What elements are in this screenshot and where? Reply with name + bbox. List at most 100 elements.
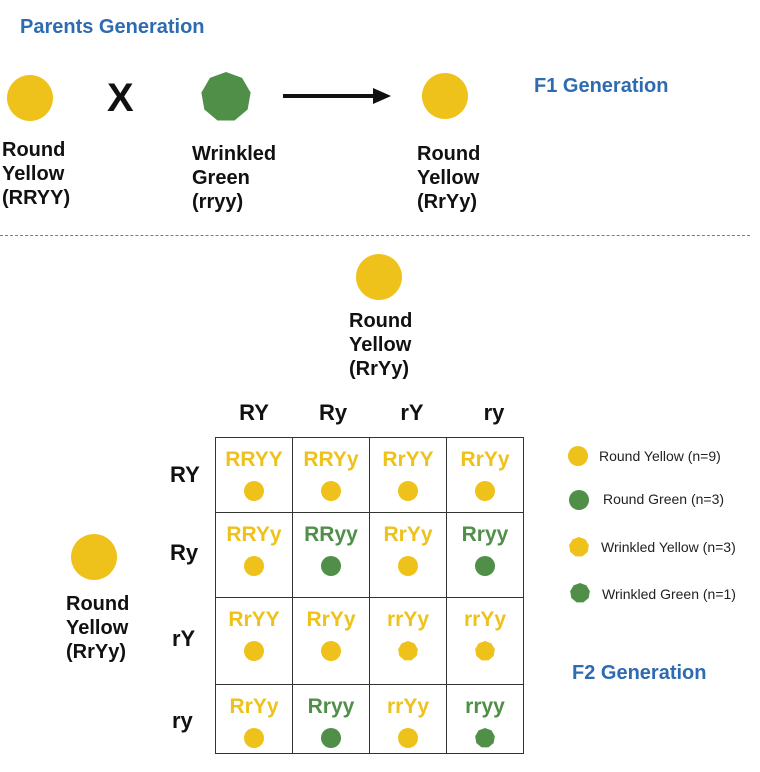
genotype-label: RRYY (225, 448, 283, 471)
parent1-genotype: (RRYY) (2, 187, 71, 209)
legend-label-wrinkled-yellow: Wrinkled Yellow (n=3) (601, 539, 736, 555)
punnett-cell: RRYy (292, 437, 370, 513)
genotype-label: rryy (465, 695, 505, 718)
wrinkled-green-pea-icon (201, 72, 251, 121)
parent1-color: Yellow (2, 163, 65, 185)
punnett-square: RRYY RRYy RrYY RrYy RRYy RRyy RrYy Rryy RrYY RrYy… (215, 437, 524, 754)
round-yellow-pea-icon (321, 641, 341, 661)
round-green-pea-icon (569, 490, 589, 510)
wrinkled-yellow-pea-icon (475, 641, 495, 661)
punnett-cell: rrYy (369, 684, 447, 754)
f1-pea-shape: Round (417, 143, 481, 165)
genotype-label: RrYy (306, 608, 356, 631)
genotype-label: RRYy (226, 523, 282, 546)
genotype-label: RrYy (460, 448, 510, 471)
punnett-cell: RrYy (446, 437, 524, 513)
round-yellow-pea-icon (568, 446, 588, 466)
round-yellow-pea-icon (398, 481, 418, 501)
row-gamete-2: Ry (170, 540, 199, 565)
punnett-cell: rrYy (446, 597, 524, 685)
left-parent-label: Round Yellow (RrYy) (66, 592, 129, 664)
left-parent-genotype: (RrYy) (66, 641, 127, 663)
genotype-label: rrYy (463, 608, 507, 631)
row-gamete-3: rY (172, 626, 196, 651)
punnett-cell: rryy (446, 684, 524, 754)
round-yellow-pea-icon (398, 556, 418, 576)
f1-pea-genotype: (RrYy) (417, 191, 478, 213)
round-yellow-pea-icon (321, 481, 341, 501)
parent2-shape: Wrinkled (192, 143, 277, 165)
genotype-label: RrYY (228, 608, 280, 631)
legend-label-round-green: Round Green (n=3) (603, 491, 725, 507)
wrinkled-green-pea-icon (475, 728, 495, 748)
round-yellow-pea-icon (7, 75, 53, 121)
genotype-label: Rryy (461, 523, 509, 546)
punnett-row: RRYY RRYy RrYY RrYy (215, 437, 524, 513)
punnett-body: RRYY RRYy RrYY RrYy RRYy RRyy RrYy Rryy RrYY RrYy… (215, 437, 524, 754)
wrinkled-green-pea-icon (570, 583, 590, 603)
punnett-cell: RrYy (215, 684, 293, 754)
parent1-shape: Round (2, 139, 66, 161)
punnett-cell: Rryy (446, 512, 524, 598)
round-yellow-pea-icon (244, 556, 264, 576)
genotype-label: rrYy (386, 695, 430, 718)
top-parent-shape: Round (349, 310, 413, 332)
punnett-cell: rrYy (369, 597, 447, 685)
f1-pea-label: Round Yellow (RrYy) (417, 142, 480, 214)
f1-generation-title: F1 Generation (534, 75, 669, 97)
section-divider (0, 235, 750, 236)
genotype-label: RRyy (304, 523, 358, 546)
top-parent-genotype: (RrYy) (349, 358, 410, 380)
punnett-row: RRYy RRyy RrYy Rryy (215, 512, 524, 598)
left-parent-shape: Round (66, 593, 130, 615)
col-gamete-2: Ry (318, 400, 348, 425)
round-green-pea-icon (321, 556, 341, 576)
wrinkled-yellow-pea-icon (398, 641, 418, 661)
round-yellow-pea-icon (244, 481, 264, 501)
parent2-label: Wrinkled Green (rryy) (192, 142, 276, 214)
round-yellow-pea-icon (244, 728, 264, 748)
punnett-cell: Rryy (292, 684, 370, 754)
parent1-label: Round Yellow (RRYY) (2, 138, 70, 210)
row-gamete-4: ry (172, 708, 193, 733)
wrinkled-yellow-pea-icon (569, 537, 589, 557)
punnett-row: RrYY RrYy rrYy rrYy (215, 597, 524, 685)
round-green-pea-icon (321, 728, 341, 748)
top-parent-color: Yellow (349, 334, 412, 356)
punnett-cell: RrYY (369, 437, 447, 513)
punnett-cell: RRYy (215, 512, 293, 598)
punnett-cell: RRyy (292, 512, 370, 598)
genotype-label: Rryy (307, 695, 355, 718)
parents-generation-title: Parents Generation (20, 16, 205, 38)
punnett-cell: RrYy (292, 597, 370, 685)
round-yellow-pea-icon (398, 728, 418, 748)
col-gamete-3: rY (400, 400, 424, 425)
round-yellow-pea-icon (244, 641, 264, 661)
cross-symbol: X (107, 76, 134, 120)
round-yellow-pea-icon (422, 73, 468, 119)
punnett-cell: RrYY (215, 597, 293, 685)
genotype-label: RrYy (383, 523, 433, 546)
top-parent-label: Round Yellow (RrYy) (349, 309, 412, 381)
genotype-label: RrYy (229, 695, 279, 718)
parent2-genotype: (rryy) (192, 191, 244, 213)
round-yellow-pea-icon (475, 481, 495, 501)
genotype-label: RrYY (382, 448, 434, 471)
round-yellow-pea-icon (356, 254, 402, 300)
arrow-right-icon (283, 88, 391, 104)
col-gamete-4: ry (483, 400, 505, 425)
legend-label-wrinkled-green: Wrinkled Green (n=1) (602, 586, 736, 602)
left-parent-color: Yellow (66, 617, 129, 639)
wrinkled-green-pea-shape (201, 72, 251, 121)
wrinkled-yellow-pea-shape (569, 537, 589, 557)
punnett-row: RrYy Rryy rrYy rryy (215, 684, 524, 754)
f2-generation-title: F2 Generation (572, 662, 707, 684)
row-gamete-1: RY (170, 462, 200, 487)
punnett-cell: RrYy (369, 512, 447, 598)
legend-label-round-yellow: Round Yellow (n=9) (599, 448, 721, 464)
genotype-label: rrYy (386, 608, 430, 631)
wrinkled-green-pea-shape (570, 583, 590, 603)
f1-pea-color: Yellow (417, 167, 480, 189)
parent2-color: Green (192, 167, 250, 189)
round-yellow-pea-icon (71, 534, 117, 580)
